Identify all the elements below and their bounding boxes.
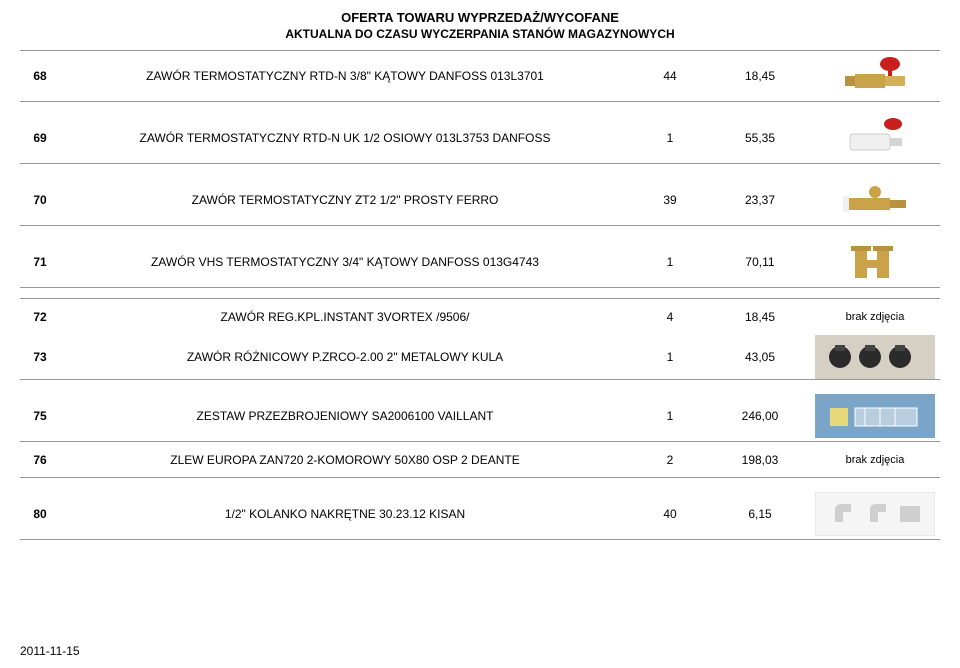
row-price: 18,45 (710, 69, 810, 83)
row-product-name: ZAWÓR TERMOSTATYCZNY RTD-N 3/8" KĄTOWY D… (60, 69, 630, 83)
row-thumbnail: brak zdjęcia (810, 311, 940, 323)
table-row: 80 1/2" KOLANKO NAKRĘTNE 30.23.12 KISAN … (20, 488, 940, 540)
footer-date: 2011-11-15 (20, 644, 80, 658)
row-qty: 39 (630, 193, 710, 207)
header-line-2: AKTUALNA DO CZASU WYCZERPANIA STANÓW MAG… (20, 27, 940, 43)
row-thumbnail (810, 335, 940, 379)
row-qty: 4 (630, 310, 710, 324)
row-price: 43,05 (710, 350, 810, 364)
no-photo-label: brak zdjęcia (846, 454, 905, 466)
row-qty: 1 (630, 255, 710, 269)
valve-brass-red-icon (815, 54, 935, 98)
row-thumbnail: brak zdjęcia (810, 454, 940, 466)
row-qty: 40 (630, 507, 710, 521)
row-product-name: ZAWÓR TERMOSTATYCZNY RTD-N UK 1/2 OSIOWY… (60, 131, 630, 145)
row-index: 69 (20, 131, 60, 145)
row-thumbnail (810, 492, 940, 536)
document-header: OFERTA TOWARU WYPRZEDAŻ/WYCOFANE AKTUALN… (20, 10, 940, 42)
row-qty: 1 (630, 131, 710, 145)
table-row: 70 ZAWÓR TERMOSTATYCZNY ZT2 1/2" PROSTY … (20, 174, 940, 226)
table-row: 76 ZLEW EUROPA ZAN720 2-KOMOROWY 50X80 O… (20, 442, 940, 478)
row-product-name: 1/2" KOLANKO NAKRĘTNE 30.23.12 KISAN (60, 507, 630, 521)
row-index: 80 (20, 507, 60, 521)
row-price: 6,15 (710, 507, 810, 521)
row-index: 73 (20, 350, 60, 364)
blue-kit-icon (815, 394, 935, 438)
table-row-group: 72 ZAWÓR REG.KPL.INSTANT 3VORTEX /9506/ … (20, 298, 940, 380)
row-index: 76 (20, 453, 60, 467)
table-row: 69 ZAWÓR TERMOSTATYCZNY RTD-N UK 1/2 OSI… (20, 112, 940, 164)
row-index: 75 (20, 409, 60, 423)
table-row: 72 ZAWÓR REG.KPL.INSTANT 3VORTEX /9506/ … (20, 299, 940, 335)
row-index: 71 (20, 255, 60, 269)
dark-valves-icon (815, 335, 935, 379)
row-qty: 2 (630, 453, 710, 467)
row-thumbnail (810, 394, 940, 438)
valve-brass-white-icon (815, 178, 935, 222)
row-product-name: ZAWÓR REG.KPL.INSTANT 3VORTEX /9506/ (60, 310, 630, 324)
row-price: 18,45 (710, 310, 810, 324)
header-line-1: OFERTA TOWARU WYPRZEDAŻ/WYCOFANE (20, 10, 940, 27)
elbow-parts-icon (815, 492, 935, 536)
valve-white-red-icon (815, 116, 935, 160)
row-product-name: ZESTAW PRZEZBROJENIOWY SA2006100 VAILLAN… (60, 409, 630, 423)
row-product-name: ZLEW EUROPA ZAN720 2-KOMOROWY 50X80 OSP … (60, 453, 630, 467)
product-table: 68 ZAWÓR TERMOSTATYCZNY RTD-N 3/8" KĄTOW… (20, 50, 940, 540)
table-row: 71 ZAWÓR VHS TERMOSTATYCZNY 3/4" KĄTOWY … (20, 236, 940, 288)
row-qty: 1 (630, 350, 710, 364)
table-row: 73 ZAWÓR RÓŻNICOWY P.ZRCO-2.00 2" METALO… (20, 335, 940, 379)
row-thumbnail (810, 54, 940, 98)
row-index: 72 (20, 310, 60, 324)
row-price: 246,00 (710, 409, 810, 423)
row-product-name: ZAWÓR TERMOSTATYCZNY ZT2 1/2" PROSTY FER… (60, 193, 630, 207)
row-thumbnail (810, 178, 940, 222)
no-photo-label: brak zdjęcia (846, 311, 905, 323)
row-price: 23,37 (710, 193, 810, 207)
row-thumbnail (810, 240, 940, 284)
table-row: 75 ZESTAW PRZEZBROJENIOWY SA2006100 VAIL… (20, 390, 940, 442)
row-price: 70,11 (710, 255, 810, 269)
row-qty: 1 (630, 409, 710, 423)
row-price: 55,35 (710, 131, 810, 145)
row-price: 198,03 (710, 453, 810, 467)
row-index: 70 (20, 193, 60, 207)
row-index: 68 (20, 69, 60, 83)
row-thumbnail (810, 116, 940, 160)
valve-brass-h-icon (815, 240, 935, 284)
row-product-name: ZAWÓR VHS TERMOSTATYCZNY 3/4" KĄTOWY DAN… (60, 255, 630, 269)
row-qty: 44 (630, 69, 710, 83)
row-product-name: ZAWÓR RÓŻNICOWY P.ZRCO-2.00 2" METALOWY … (60, 350, 630, 364)
table-row: 68 ZAWÓR TERMOSTATYCZNY RTD-N 3/8" KĄTOW… (20, 50, 940, 102)
